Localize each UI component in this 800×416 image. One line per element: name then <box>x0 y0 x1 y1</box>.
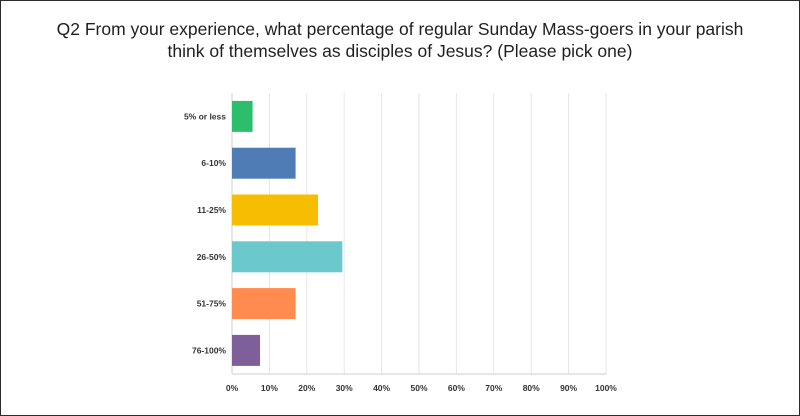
x-tick-label: 20% <box>298 383 315 393</box>
chart-title: Q2 From your experience, what percentage… <box>0 18 800 62</box>
category-label: 5% or less <box>184 111 226 121</box>
bar <box>232 100 253 132</box>
chart-title-line-1: Q2 From your experience, what percentage… <box>56 19 744 39</box>
bar <box>232 241 343 273</box>
bar <box>232 288 296 320</box>
category-label: 11-25% <box>197 205 226 215</box>
x-tick-label: 0% <box>226 383 239 393</box>
category-label: 6-10% <box>201 158 226 168</box>
x-tick-label: 50% <box>410 383 427 393</box>
bar <box>232 147 296 179</box>
category-label: 26-50% <box>197 252 227 262</box>
x-tick-label: 60% <box>448 383 465 393</box>
x-tick-label: 40% <box>373 383 390 393</box>
x-tick-label: 70% <box>485 383 502 393</box>
bar <box>232 334 261 366</box>
category-label: 51-75% <box>197 299 227 309</box>
x-tick-label: 100% <box>595 383 617 393</box>
x-tick-label: 90% <box>560 383 577 393</box>
x-tick-label: 80% <box>523 383 540 393</box>
x-tick-label: 10% <box>261 383 278 393</box>
category-label: 76-100% <box>192 345 226 355</box>
x-tick-label: 30% <box>336 383 353 393</box>
chart-title-line-2: think of themselves as disciples of Jesu… <box>167 41 633 61</box>
bar <box>232 194 319 226</box>
